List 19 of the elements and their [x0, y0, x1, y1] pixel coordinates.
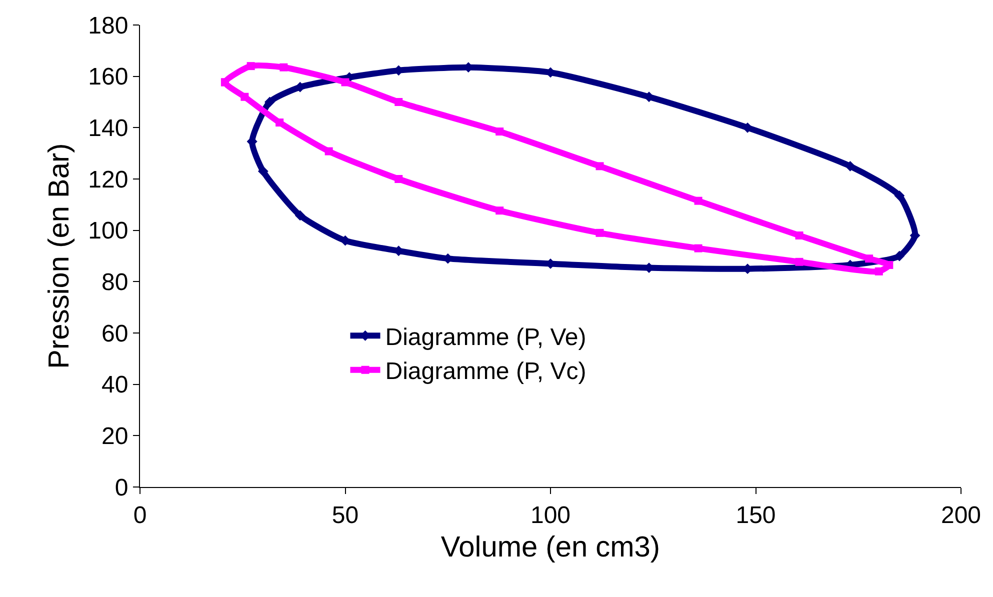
y-tick-label: 120	[88, 166, 128, 194]
x-tick-label: 150	[736, 502, 776, 529]
y-tick-label: 20	[101, 423, 128, 450]
y-axis-title: Pression (en Bar)	[44, 143, 76, 369]
y-tick-label: 180	[88, 12, 128, 40]
y-tick-label: 40	[101, 372, 128, 399]
x-tick-label: 200	[940, 502, 982, 529]
x-tick-label: 50	[332, 502, 359, 529]
y-tick-label: 140	[88, 115, 128, 142]
y-tick-label: 60	[101, 320, 128, 348]
y-tick-label: 0	[114, 474, 128, 502]
x-tick-label: 100	[530, 502, 571, 529]
legend-label: Diagramme (P, Ve)	[385, 324, 586, 351]
y-tick-label: 160	[88, 64, 128, 91]
x-axis-title: Volume (en cm3)	[440, 532, 660, 564]
x-tick-label: 0	[133, 502, 147, 529]
y-tick-label: 100	[88, 218, 128, 245]
y-tick-label: 80	[101, 269, 128, 296]
legend-label: Diagramme (P, Vc)	[385, 358, 586, 386]
